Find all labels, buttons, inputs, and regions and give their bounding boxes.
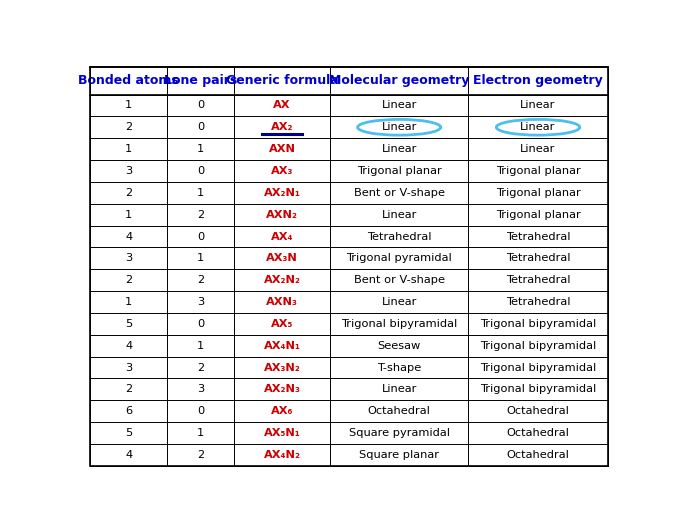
Text: AX₄N₁: AX₄N₁	[264, 341, 300, 351]
Text: 0: 0	[197, 231, 204, 241]
Text: 2: 2	[125, 188, 132, 198]
Text: Square pyramidal: Square pyramidal	[349, 428, 449, 438]
Text: Octahedral: Octahedral	[507, 406, 569, 416]
Text: Electron geometry: Electron geometry	[473, 74, 603, 88]
Text: Bonded atoms: Bonded atoms	[78, 74, 179, 88]
Text: Trigonal planar: Trigonal planar	[357, 166, 441, 176]
Text: 0: 0	[197, 406, 204, 416]
Text: AX₂: AX₂	[271, 122, 294, 133]
Text: 2: 2	[125, 122, 132, 133]
Text: 2: 2	[197, 210, 204, 220]
Text: 2: 2	[125, 275, 132, 285]
Text: Trigonal bipyramidal: Trigonal bipyramidal	[341, 319, 458, 329]
Text: Seesaw: Seesaw	[377, 341, 421, 351]
Text: AX₂N₃: AX₂N₃	[264, 384, 300, 394]
Text: 4: 4	[125, 450, 132, 460]
Text: Trigonal pyramidal: Trigonal pyramidal	[347, 253, 452, 263]
Text: Octahedral: Octahedral	[507, 450, 569, 460]
Text: Bent or V-shape: Bent or V-shape	[353, 275, 445, 285]
Text: AXN₂: AXN₂	[266, 210, 298, 220]
Text: 1: 1	[197, 253, 204, 263]
Text: 0: 0	[197, 319, 204, 329]
Text: Tetrahedral: Tetrahedral	[367, 231, 432, 241]
Text: 0: 0	[197, 122, 204, 133]
Text: Tetrahedral: Tetrahedral	[506, 253, 570, 263]
Text: Molecular geometry: Molecular geometry	[329, 74, 469, 88]
Text: 6: 6	[125, 406, 132, 416]
Text: Linear: Linear	[520, 144, 556, 154]
Text: Trigonal bipyramidal: Trigonal bipyramidal	[480, 384, 596, 394]
Text: Trigonal planar: Trigonal planar	[496, 210, 580, 220]
Text: Trigonal planar: Trigonal planar	[496, 166, 580, 176]
Text: 1: 1	[197, 144, 204, 154]
Text: 3: 3	[197, 297, 204, 307]
Text: 4: 4	[125, 231, 132, 241]
Text: Linear: Linear	[381, 144, 417, 154]
Text: Trigonal bipyramidal: Trigonal bipyramidal	[480, 341, 596, 351]
Text: Trigonal bipyramidal: Trigonal bipyramidal	[480, 319, 596, 329]
Text: T-shape: T-shape	[377, 363, 422, 373]
Text: 4: 4	[125, 341, 132, 351]
Text: AX₃: AX₃	[271, 166, 294, 176]
Text: AX₅N₁: AX₅N₁	[264, 428, 300, 438]
Text: AX₃N₂: AX₃N₂	[264, 363, 300, 373]
Text: Octahedral: Octahedral	[368, 406, 430, 416]
Text: 2: 2	[197, 450, 204, 460]
Text: Linear: Linear	[381, 210, 417, 220]
Text: AX₆: AX₆	[271, 406, 294, 416]
Text: AX₂N₂: AX₂N₂	[264, 275, 300, 285]
Text: 2: 2	[125, 384, 132, 394]
Text: AX₅: AX₅	[271, 319, 294, 329]
Text: Linear: Linear	[381, 384, 417, 394]
Text: 1: 1	[197, 188, 204, 198]
Text: Tetrahedral: Tetrahedral	[506, 297, 570, 307]
Text: AX₄: AX₄	[271, 231, 294, 241]
Text: Linear: Linear	[381, 122, 417, 133]
Text: 3: 3	[197, 384, 204, 394]
Text: Linear: Linear	[520, 100, 556, 110]
Text: 3: 3	[125, 363, 132, 373]
Text: Linear: Linear	[520, 122, 556, 133]
Text: 0: 0	[197, 100, 204, 110]
Text: AX: AX	[273, 100, 291, 110]
Text: AX₃N: AX₃N	[266, 253, 298, 263]
Text: AX₂N₁: AX₂N₁	[264, 188, 300, 198]
Text: Square planar: Square planar	[359, 450, 439, 460]
Text: 2: 2	[197, 363, 204, 373]
Text: AXN₃: AXN₃	[266, 297, 298, 307]
Text: Tetrahedral: Tetrahedral	[506, 275, 570, 285]
Text: 3: 3	[125, 166, 132, 176]
Text: Generic formula: Generic formula	[225, 74, 338, 88]
Text: 1: 1	[125, 144, 132, 154]
Text: 1: 1	[125, 210, 132, 220]
Text: 2: 2	[197, 275, 204, 285]
Text: 3: 3	[125, 253, 132, 263]
Text: Bent or V-shape: Bent or V-shape	[353, 188, 445, 198]
Text: Trigonal planar: Trigonal planar	[496, 188, 580, 198]
Text: 1: 1	[197, 341, 204, 351]
Text: Tetrahedral: Tetrahedral	[506, 231, 570, 241]
Text: Linear: Linear	[381, 297, 417, 307]
Text: Octahedral: Octahedral	[507, 428, 569, 438]
Text: 5: 5	[125, 319, 132, 329]
Text: 5: 5	[125, 428, 132, 438]
Text: Lone pairs: Lone pairs	[164, 74, 237, 88]
Text: 1: 1	[197, 428, 204, 438]
Text: AXN: AXN	[268, 144, 296, 154]
Text: 0: 0	[197, 166, 204, 176]
Text: 1: 1	[125, 100, 132, 110]
Text: 1: 1	[125, 297, 132, 307]
Text: Trigonal bipyramidal: Trigonal bipyramidal	[480, 363, 596, 373]
Text: AX₄N₂: AX₄N₂	[264, 450, 300, 460]
Text: Linear: Linear	[381, 100, 417, 110]
